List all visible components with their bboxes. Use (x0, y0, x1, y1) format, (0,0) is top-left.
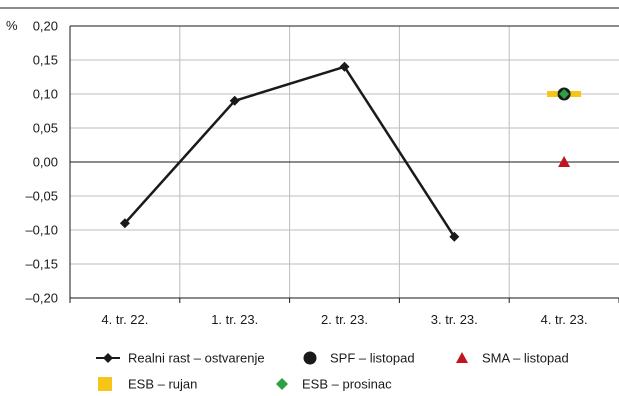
legend-label: Realni rast – ostvarenje (128, 351, 265, 366)
series-line-realni-rast (123, 65, 456, 238)
legend-triangle-swatch (456, 352, 468, 363)
x-tick-label: 3. tr. 23. (431, 312, 478, 327)
legend-square-swatch (98, 377, 112, 391)
x-tick-label: 4. tr. 22. (101, 312, 148, 327)
y-tick-label: 0,00 (33, 155, 58, 170)
data-point-line-diamond (119, 218, 130, 229)
y-axis-ticks: 0,20 0,15 0,10 0,05 0,00 –0,05 –0,10 –0,15 –0,20 (25, 19, 58, 306)
x-tick-label: 2. tr. 23. (321, 312, 368, 327)
legend-diamond-swatch (103, 353, 113, 363)
y-tick-label: 0,20 (33, 19, 58, 34)
data-point-diamond (559, 89, 570, 99)
data-point-line-diamond (229, 95, 240, 106)
legend-circle-swatch (303, 351, 317, 365)
y-tick-label: 0,15 (33, 53, 58, 68)
legend: Realni rast – ostvarenje SPF – listopad SM… (96, 351, 569, 392)
x-tick-label: 4. tr. 23. (541, 312, 588, 327)
legend-label: ESB – prosinac (302, 377, 392, 392)
data-point-line-diamond (449, 231, 460, 242)
x-tick-label: 1. tr. 23. (211, 312, 258, 327)
legend-item: ESB – prosinac (276, 377, 392, 392)
y-unit-label: % (6, 18, 18, 33)
y-tick-label: –0,10 (25, 223, 58, 238)
legend-label: SMA – listopad (482, 351, 569, 366)
legend-label: SPF – listopad (330, 351, 415, 366)
legend-label: ESB – rujan (128, 377, 197, 392)
y-tick-label: 0,10 (33, 87, 58, 102)
y-tick-label: –0,20 (25, 291, 58, 306)
y-tick-label: –0,15 (25, 257, 58, 272)
legend-item: SPF – listopad (303, 351, 415, 366)
legend-item: Realni rast – ostvarenje (96, 351, 265, 366)
y-tick-label: 0,05 (33, 121, 58, 136)
data-point-line-diamond (339, 61, 350, 72)
data-point-triangle (558, 156, 571, 167)
x-axis-ticks: 4. tr. 22. 1. tr. 23. 2. tr. 23. 3. tr. 23.… (69, 298, 619, 327)
grid (69, 25, 619, 299)
series-layer (119, 61, 582, 242)
legend-item: SMA – listopad (456, 351, 569, 366)
y-tick-label: –0,05 (25, 189, 58, 204)
legend-item: ESB – rujan (98, 377, 197, 392)
legend-diamond-swatch (276, 378, 288, 390)
